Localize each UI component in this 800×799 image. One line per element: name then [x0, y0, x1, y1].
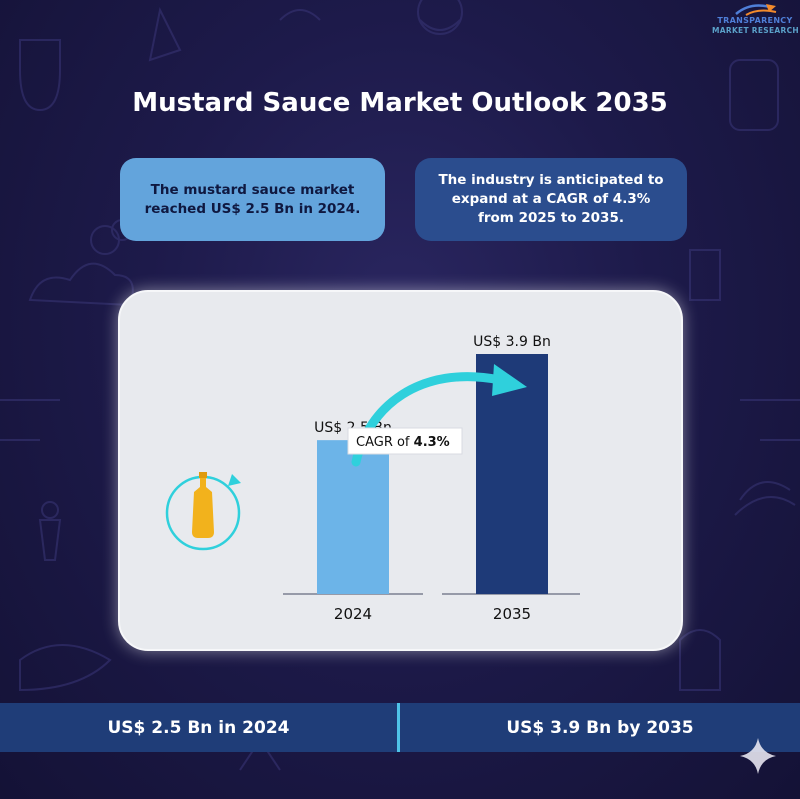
data-label-2035: US$ 3.9 Bn [473, 334, 551, 350]
logo-swoosh-icon [735, 4, 777, 16]
summary-bar: US$ 2.5 Bn in 2024 US$ 3.9 Bn by 2035 [0, 703, 800, 752]
svg-text:CAGR of 4.3%: CAGR of 4.3% [356, 435, 450, 450]
market-size-callout: The mustard sauce market reached US$ 2.5… [120, 158, 385, 241]
x-tick-label-2035: 2035 [493, 605, 531, 623]
cagr-label-value: 4.3% [414, 435, 450, 450]
bar-2024 [317, 440, 389, 594]
sparkle-icon [740, 738, 776, 774]
summary-2035-text: US$ 3.9 Bn by 2035 [506, 717, 694, 738]
summary-2035: US$ 3.9 Bn by 2035 [400, 703, 800, 752]
cagr-callout: The industry is anticipated to expand at… [415, 158, 687, 241]
market-size-callout-text: The mustard sauce market reached US$ 2.5… [144, 181, 361, 217]
page-title: Mustard Sauce Market Outlook 2035 [132, 88, 668, 118]
logo-text-line2: MARKET RESEARCH [712, 26, 799, 35]
summary-2024: US$ 2.5 Bn in 2024 [0, 703, 397, 752]
brand-logo: TRANSPARENCY MARKET RESEARCH [712, 2, 799, 42]
x-tick-label-2024: 2024 [334, 605, 372, 623]
summary-divider [397, 703, 400, 752]
logo-text-line1: TRANSPARENCY [717, 16, 793, 25]
cagr-label: CAGR of 4.3% [347, 427, 463, 455]
summary-2024-text: US$ 2.5 Bn in 2024 [107, 717, 290, 738]
mustard-bottle-icon [165, 472, 241, 551]
bar-2035 [476, 354, 548, 594]
cagr-callout-text: The industry is anticipated to expand at… [438, 172, 664, 226]
cagr-label-prefix: CAGR of [356, 435, 414, 450]
